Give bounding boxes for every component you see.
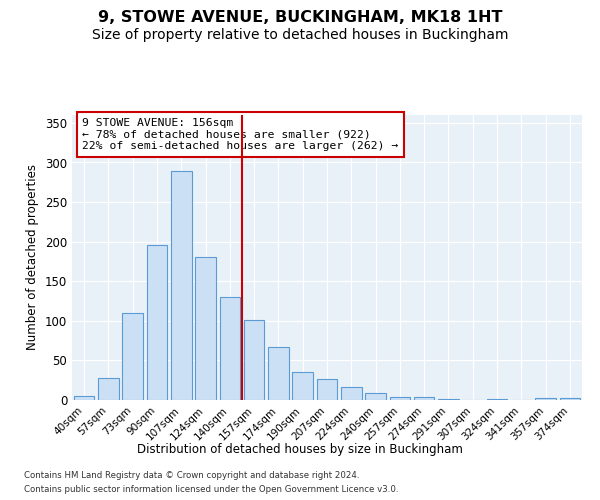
Y-axis label: Number of detached properties: Number of detached properties: [26, 164, 40, 350]
Bar: [292, 372, 313, 400]
Bar: [487, 399, 508, 400]
Bar: [98, 378, 119, 400]
Bar: [74, 396, 94, 400]
Bar: [341, 386, 362, 400]
Text: Distribution of detached houses by size in Buckingham: Distribution of detached houses by size …: [137, 442, 463, 456]
Bar: [244, 320, 265, 400]
Bar: [317, 380, 337, 400]
Bar: [195, 256, 216, 400]
Bar: [389, 397, 410, 400]
Bar: [146, 245, 167, 400]
Bar: [220, 297, 240, 400]
Bar: [268, 347, 289, 400]
Text: 9, STOWE AVENUE, BUCKINGHAM, MK18 1HT: 9, STOWE AVENUE, BUCKINGHAM, MK18 1HT: [98, 10, 502, 25]
Bar: [560, 398, 580, 400]
Text: Contains HM Land Registry data © Crown copyright and database right 2024.: Contains HM Land Registry data © Crown c…: [24, 471, 359, 480]
Bar: [365, 393, 386, 400]
Text: Size of property relative to detached houses in Buckingham: Size of property relative to detached ho…: [92, 28, 508, 42]
Bar: [438, 399, 459, 400]
Bar: [171, 171, 191, 400]
Bar: [122, 313, 143, 400]
Bar: [414, 397, 434, 400]
Text: Contains public sector information licensed under the Open Government Licence v3: Contains public sector information licen…: [24, 485, 398, 494]
Bar: [535, 398, 556, 400]
Text: 9 STOWE AVENUE: 156sqm
← 78% of detached houses are smaller (922)
22% of semi-de: 9 STOWE AVENUE: 156sqm ← 78% of detached…: [82, 118, 398, 151]
